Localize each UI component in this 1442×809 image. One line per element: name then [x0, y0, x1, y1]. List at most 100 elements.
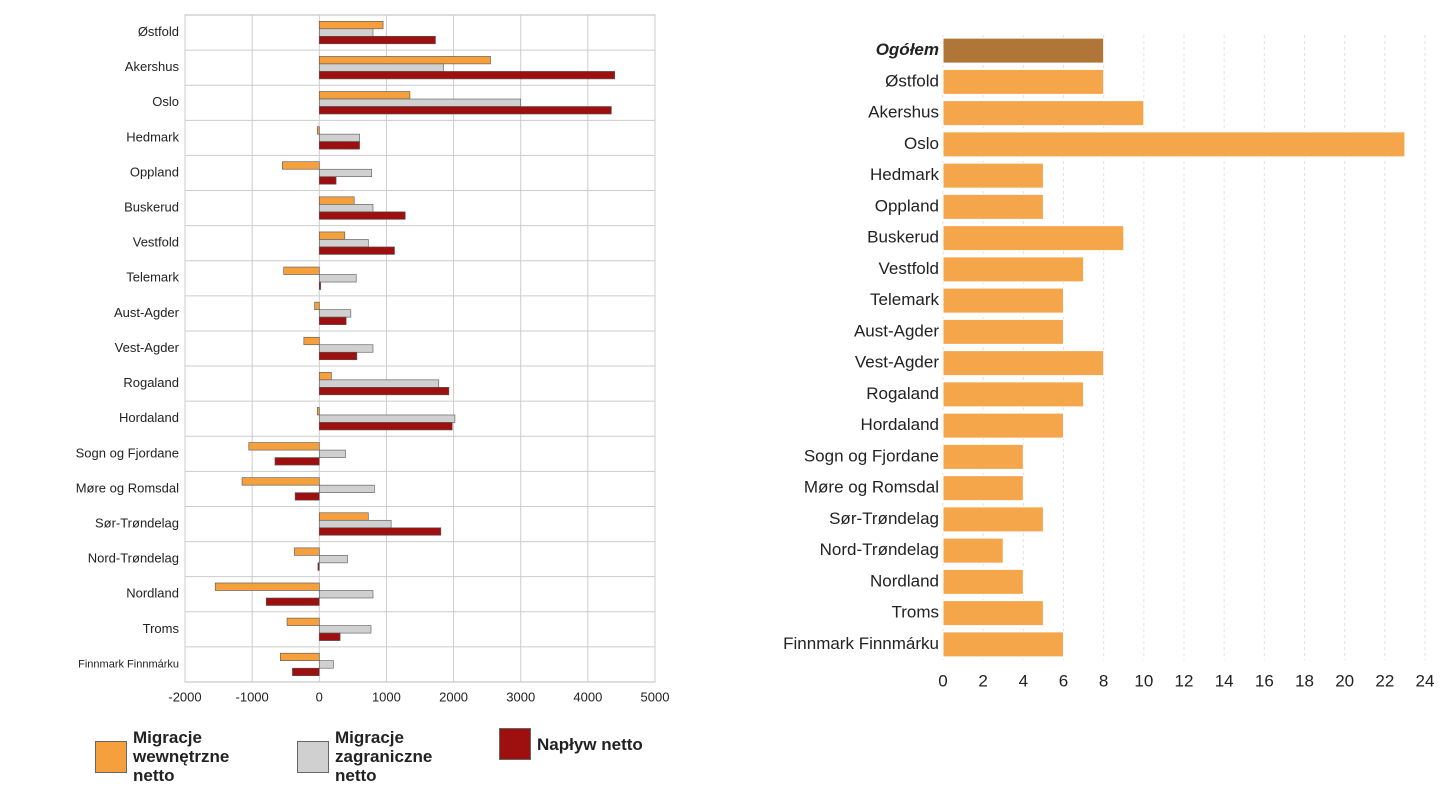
y-tick-label: Finnmark Finnmárku [78, 658, 179, 670]
bar [318, 36, 436, 45]
plot-area [184, 14, 656, 683]
y-tick-label: Oppland [130, 164, 179, 179]
bar [294, 547, 320, 556]
bar [318, 590, 374, 599]
y-tick-label: Møre og Romsdal [804, 478, 939, 497]
y-tick-label: Oslo [152, 94, 179, 109]
bar [942, 225, 1125, 252]
bar [318, 387, 450, 396]
bar [314, 301, 320, 310]
bar [942, 568, 1024, 595]
y-tick-label: Buskerud [124, 200, 179, 215]
x-tick-label: 3000 [506, 689, 535, 704]
legend-item: Migracje zagraniczne netto [297, 728, 455, 785]
x-tick-label: 4 [1019, 671, 1028, 690]
bar [942, 100, 1145, 127]
bar [318, 246, 395, 255]
y-tick-label: Hordaland [119, 410, 179, 425]
x-tick-label: 22 [1375, 671, 1394, 690]
bar [318, 133, 360, 142]
bar [318, 98, 522, 107]
x-tick-label: -1000 [236, 689, 269, 704]
bar [318, 63, 444, 72]
x-tick-label: 0 [316, 689, 323, 704]
y-tick-label: Østfold [885, 71, 939, 90]
bar [286, 617, 320, 626]
x-tick-label: 6 [1059, 671, 1068, 690]
bar [942, 443, 1024, 470]
x-tick-label: 2000 [439, 689, 468, 704]
bar [318, 28, 374, 37]
bar [318, 344, 374, 353]
bar [318, 231, 346, 240]
bar [318, 56, 491, 65]
legend-swatch [95, 740, 127, 773]
bar [942, 256, 1085, 283]
x-tick-label: 5000 [641, 689, 670, 704]
x-tick-label: 12 [1175, 671, 1194, 690]
y-tick-label: Telemark [870, 290, 939, 309]
bar [942, 631, 1064, 658]
bar [317, 562, 320, 571]
bar [318, 527, 442, 536]
bar [318, 21, 384, 30]
bar [318, 316, 347, 325]
x-tick-label: 8 [1099, 671, 1108, 690]
legend-item: Migracje wewnętrzne netto [95, 728, 253, 785]
bar [318, 422, 453, 431]
bar [942, 68, 1105, 95]
bar [318, 379, 440, 388]
x-tick-label: 14 [1215, 671, 1234, 690]
y-tick-label: Finnmark Finnmárku [783, 634, 939, 653]
bar [274, 457, 320, 466]
bar [942, 318, 1064, 345]
y-tick-label: Nordland [870, 571, 939, 590]
bar [318, 168, 372, 178]
y-tick-label: Akershus [868, 103, 939, 122]
y-tick-label: Hedmark [870, 165, 939, 184]
y-tick-label: Vestfold [133, 235, 179, 250]
bar [318, 632, 341, 641]
y-tick-label: Nord-Trøndelag [88, 551, 179, 566]
y-tick-label: Sogn og Fjordane [804, 446, 939, 465]
bar [942, 37, 1105, 64]
y-tick-label: Rogaland [866, 384, 939, 403]
bar [318, 91, 411, 100]
bar [942, 537, 1004, 564]
bar [942, 350, 1105, 377]
y-tick-label: Hordaland [861, 415, 939, 434]
bar [318, 106, 612, 115]
bar [318, 484, 375, 493]
legend-item: Napływ netto [499, 728, 657, 760]
bar [318, 372, 332, 381]
bar [318, 196, 355, 205]
y-tick-label: Oslo [904, 134, 939, 153]
y-tick-label: Oppland [875, 196, 939, 215]
bar [318, 449, 346, 458]
y-tick-label: Telemark [126, 270, 179, 285]
legend-label: Napływ netto [537, 734, 643, 754]
bar [318, 239, 369, 248]
x-tick-label: 24 [1416, 671, 1435, 690]
bar [942, 287, 1064, 314]
y-tick-label: Hedmark [126, 129, 179, 144]
bar [318, 351, 358, 361]
bar [942, 506, 1044, 533]
bar [318, 555, 348, 564]
bar [942, 162, 1044, 189]
legend-label: Migracje zagraniczne netto [335, 728, 433, 785]
bar [292, 667, 320, 676]
bar [318, 141, 360, 150]
y-tick-label: Buskerud [867, 228, 939, 247]
y-tick-label: Nordland [126, 586, 179, 601]
y-tick-label: Vest-Agder [855, 353, 939, 372]
bar [318, 660, 334, 669]
bar [214, 582, 320, 591]
legend-label: Migracje wewnętrzne netto [133, 728, 230, 785]
bar [318, 625, 372, 634]
y-tick-label: Aust-Agder [114, 305, 180, 320]
x-tick-label: 2 [978, 671, 987, 690]
bar [280, 652, 320, 661]
bar [283, 266, 320, 275]
